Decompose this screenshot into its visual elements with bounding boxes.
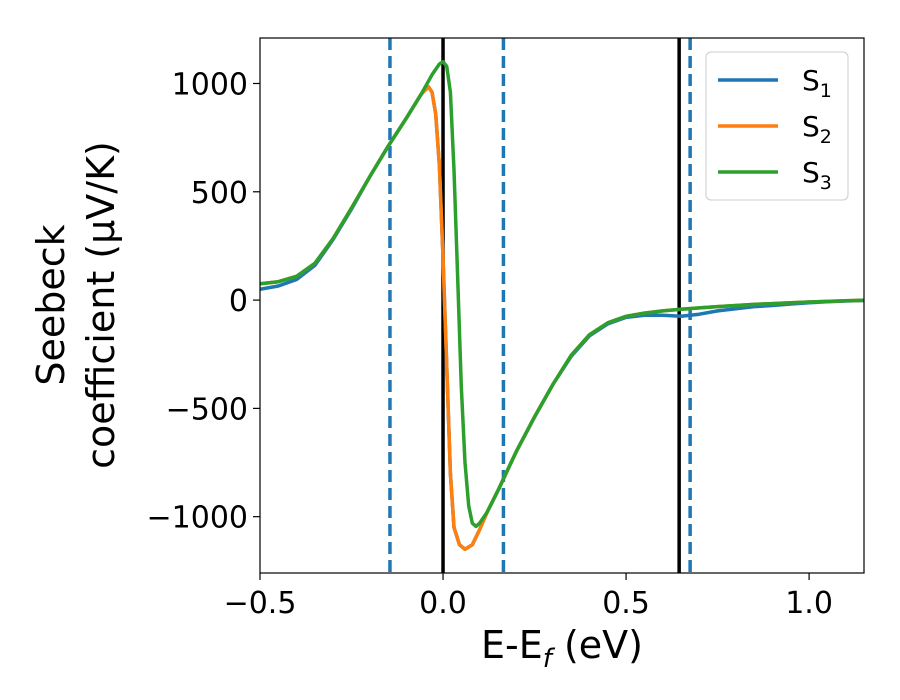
y-tick-label: −500 [166, 392, 248, 427]
x-tick-label: −0.5 [224, 586, 297, 621]
legend-label-s3: S3 [802, 156, 832, 194]
series-lines [260, 60, 864, 551]
legend: S1 S2 S3 [705, 51, 849, 201]
x-axis-label: E-Ef (eV) [481, 623, 643, 674]
legend-label-s2: S2 [802, 110, 832, 148]
series-line-s3 [260, 60, 864, 529]
y-tick-label: 500 [191, 176, 248, 211]
x-axis-label-main: E-E [481, 623, 543, 667]
y-axis-label-line1: Seebeck [29, 224, 73, 385]
legend-items: S1 S2 S3 [718, 64, 832, 194]
x-tick-label: 0.0 [419, 586, 467, 621]
plot-frame [259, 37, 865, 574]
x-axis-ticks: −0.5 0.0 0.5 1.0 [224, 573, 833, 621]
x-axis-label-unit: (eV) [552, 623, 643, 667]
y-tick-label: 0 [229, 284, 248, 319]
y-axis-ticks: −1000 −500 0 500 1000 [147, 67, 260, 536]
y-axis-label-line2: coefficient (μV/K) [79, 141, 123, 469]
x-tick-label: 0.5 [602, 586, 650, 621]
legend-label-s1: S1 [802, 64, 832, 102]
y-axis-label: Seebeck coefficient (μV/K) [29, 141, 123, 469]
y-tick-label: −1000 [147, 501, 248, 536]
x-tick-label: 1.0 [785, 586, 833, 621]
y-tick-label: 1000 [172, 67, 248, 102]
